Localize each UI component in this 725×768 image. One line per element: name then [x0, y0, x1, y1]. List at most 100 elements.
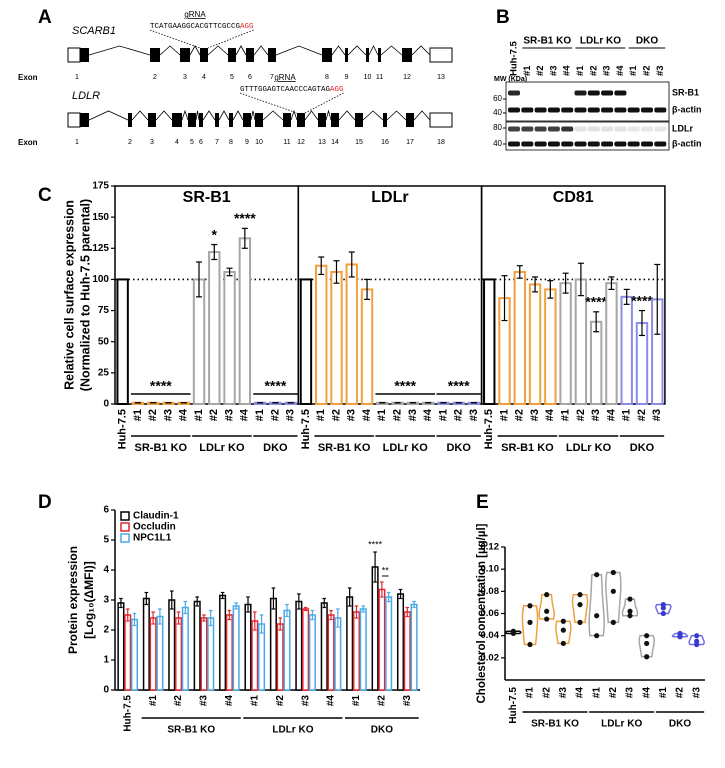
- data-point: [560, 627, 566, 633]
- x-tick-label: #1: [148, 695, 159, 707]
- data-point: [694, 641, 700, 648]
- error-bar: [501, 275, 508, 322]
- x-tick-label: #1: [437, 409, 449, 421]
- blot-band: [587, 141, 600, 147]
- error-bar: [348, 251, 355, 278]
- x-tick-label: #2: [636, 409, 648, 421]
- bar: [410, 603, 418, 691]
- bar: [299, 278, 313, 405]
- blot-band: [561, 141, 574, 147]
- bar: [208, 251, 221, 405]
- blot-band: [641, 141, 653, 147]
- y-tick-label: 175: [92, 181, 109, 192]
- data-point: [610, 588, 616, 594]
- error-bar: [227, 609, 232, 621]
- lane-label: #1: [522, 65, 533, 76]
- bar: [513, 270, 526, 405]
- band-label: β-actin: [672, 104, 702, 114]
- guide-line: [149, 29, 201, 49]
- x-tick-label: #3: [199, 695, 210, 707]
- bar: [117, 602, 125, 691]
- intron: [235, 45, 247, 56]
- violin: [588, 573, 605, 637]
- error-bar: [593, 311, 600, 333]
- error-bar: [226, 267, 233, 277]
- intron: [218, 110, 230, 121]
- data-point: [527, 641, 533, 648]
- data-point: [544, 608, 550, 614]
- x-tick-label: #3: [529, 409, 541, 421]
- exon-number: 11: [376, 74, 383, 81]
- error-bar: [241, 227, 248, 249]
- group-label: LDLr KO: [199, 442, 245, 454]
- exon: [378, 48, 381, 62]
- blot-band: [547, 141, 560, 147]
- intron: [189, 45, 201, 56]
- grna-sequence: GTTTGGAGTCAACCCAGTAGAGG: [240, 86, 344, 94]
- x-tick-label: #2: [541, 687, 552, 699]
- error-bar: [252, 611, 257, 631]
- data-point: [594, 633, 600, 639]
- x-tick-label: #2: [391, 409, 403, 421]
- grna-pam: AGG: [330, 86, 344, 94]
- y-tick-label: 125: [92, 243, 109, 254]
- exon: [283, 113, 291, 127]
- group-label: SR-B1 KO: [318, 442, 371, 454]
- intron: [181, 109, 189, 121]
- mw-marker: 80: [493, 123, 502, 132]
- group-label: LDLr KO: [566, 442, 612, 454]
- exon-number: 6: [199, 139, 203, 146]
- data-point: [577, 602, 583, 608]
- plot-frame: [480, 185, 666, 405]
- data-point: [660, 610, 666, 617]
- blot-band: [547, 126, 560, 132]
- error-bar: [398, 588, 403, 600]
- data-point: [527, 619, 533, 625]
- blot-band: [521, 126, 534, 132]
- exon: [246, 48, 254, 62]
- x-tick-label: Huh-7.5: [117, 409, 129, 449]
- data-point: [594, 613, 600, 619]
- y-tick-label: 0.06: [481, 608, 500, 619]
- y-tick-label: 50: [98, 336, 110, 347]
- blot-band: [654, 126, 667, 132]
- exon: [215, 113, 219, 127]
- data-point: [610, 619, 616, 625]
- data-point: [527, 603, 533, 609]
- bar: [238, 237, 252, 405]
- violin: [538, 593, 555, 620]
- guide-line: [207, 29, 254, 49]
- violin: [571, 593, 589, 624]
- bar: [302, 608, 310, 691]
- group-label: SR-B1 KO: [167, 725, 215, 736]
- exon: [345, 48, 348, 62]
- error-bar: [158, 608, 162, 625]
- x-tick-label: #3: [590, 409, 602, 421]
- exon-number: 1: [75, 74, 79, 81]
- bar: [559, 282, 572, 405]
- bar: [396, 593, 405, 691]
- x-tick-label: #1: [560, 409, 572, 421]
- bar: [589, 320, 603, 406]
- x-tick-label: #2: [608, 687, 619, 699]
- data-point: [544, 592, 550, 598]
- band-label: SR-B1: [672, 87, 699, 97]
- intron: [413, 110, 431, 121]
- violin: [521, 604, 539, 646]
- bar: [345, 263, 358, 406]
- intron: [386, 110, 407, 121]
- error-bar: [297, 593, 301, 610]
- bar: [149, 617, 157, 691]
- error-bar: [303, 606, 308, 612]
- bar: [276, 623, 284, 691]
- blot-band: [547, 107, 560, 113]
- bar: [360, 288, 374, 405]
- intron: [275, 45, 323, 56]
- bar: [483, 278, 496, 405]
- blot-band: [534, 141, 547, 147]
- exon: [80, 113, 89, 127]
- significance: ****: [234, 210, 256, 226]
- error-bar: [285, 603, 289, 618]
- intron: [195, 110, 200, 121]
